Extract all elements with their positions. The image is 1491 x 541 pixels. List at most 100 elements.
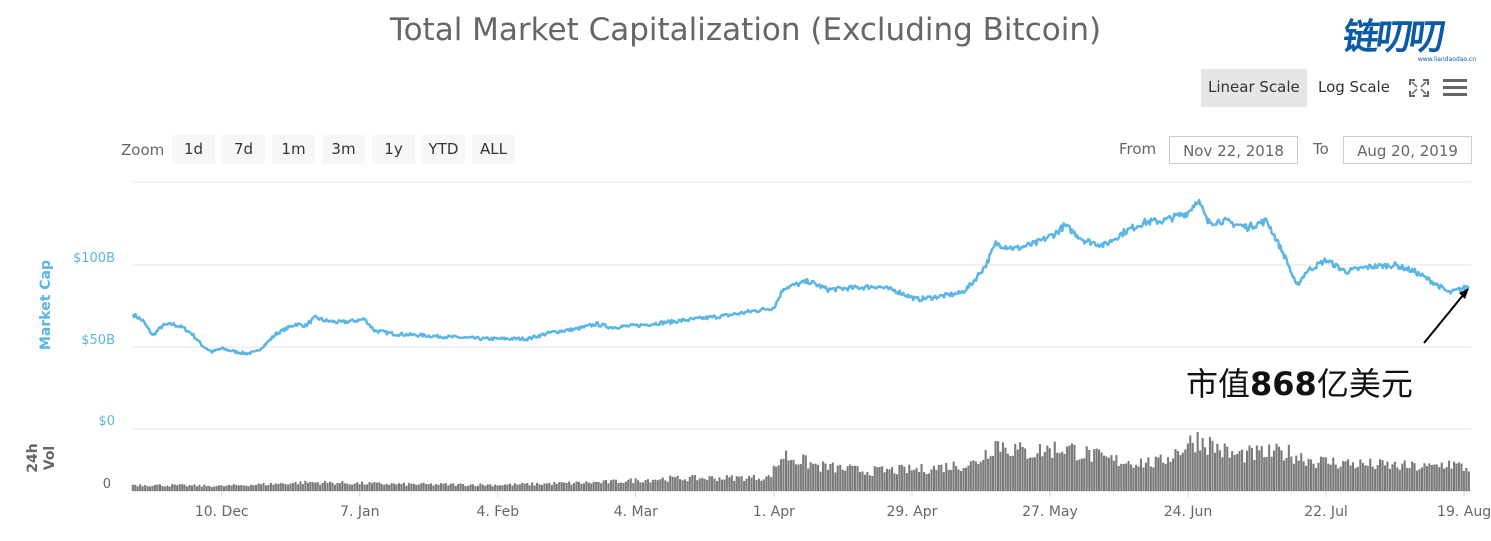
volume-bar [849, 464, 852, 491]
volume-bar [380, 484, 383, 491]
volume-bar [462, 484, 465, 491]
linear-scale-button[interactable]: Linear Scale [1201, 69, 1307, 107]
volume-bar [198, 484, 201, 491]
volume-bar [274, 483, 277, 491]
log-scale-button[interactable]: Log Scale [1318, 78, 1390, 96]
volume-bar [536, 482, 539, 491]
volume-bar [701, 477, 704, 491]
volume-bar [1063, 454, 1066, 491]
volume-bar [1290, 456, 1293, 491]
volume-bar [259, 484, 262, 491]
volume-bar [698, 478, 701, 491]
volume-bar [1073, 444, 1076, 491]
volume-bar [190, 485, 193, 491]
zoom-1m-button[interactable]: 1m [272, 135, 315, 164]
volume-bar [1137, 466, 1140, 491]
volume-bar [1110, 455, 1113, 491]
volume-bar [471, 484, 474, 491]
volume-bar [343, 483, 346, 491]
volume-bar [1164, 463, 1167, 491]
volume-bar [225, 485, 228, 491]
volume-bar [1411, 461, 1414, 491]
zoom-ytd-button[interactable]: YTD [422, 135, 465, 164]
volume-bar [439, 483, 442, 491]
volume-bar [1194, 452, 1197, 491]
volume-bar [390, 483, 393, 491]
volume-bar [590, 483, 593, 491]
brand-logo: 链叨叨 www.liandaodao.cn [1340, 17, 1478, 64]
volume-bar [237, 485, 240, 491]
to-date-input[interactable]: Aug 20, 2019 [1343, 136, 1472, 164]
volume-bar [558, 482, 561, 491]
volume-bar [353, 483, 356, 491]
volume-bar [560, 482, 563, 491]
zoom-1d-button[interactable]: 1d [172, 135, 215, 164]
zoom-7d-button[interactable]: 7d [222, 135, 265, 164]
volume-bar [637, 480, 640, 491]
volume-bar [1327, 463, 1330, 491]
hamburger-menu-icon[interactable] [1443, 78, 1467, 98]
volume-bar [210, 487, 213, 491]
volume-bar [134, 485, 137, 491]
volume-bar [304, 480, 307, 491]
volume-bar [1058, 453, 1061, 491]
volume-bar [797, 464, 800, 491]
volume-bar [720, 479, 723, 491]
volume-bar [1142, 467, 1145, 491]
volume-bar [1105, 456, 1108, 491]
volume-bar [1381, 460, 1384, 491]
volume-bar [1467, 471, 1470, 491]
volume-bar [1041, 456, 1044, 491]
volume-bar [272, 484, 275, 491]
volume-bar [752, 474, 755, 491]
volume-bar [854, 465, 857, 491]
volume-bar [733, 480, 736, 491]
volume-bar [1260, 446, 1263, 491]
volume-bar [748, 475, 751, 491]
volume-bar [1107, 457, 1110, 491]
volume-bar [511, 485, 514, 491]
volume-bar [543, 483, 546, 491]
volume-bar [651, 479, 654, 491]
volume-bar [161, 486, 164, 491]
volume-bar [255, 485, 258, 491]
volume-bar [1078, 459, 1081, 491]
volume-bar [176, 485, 179, 491]
fullscreen-icon[interactable] [1408, 78, 1430, 98]
volume-bar [1206, 454, 1209, 491]
volume-bar [1460, 463, 1463, 491]
volume-bar [977, 464, 980, 491]
volume-bar [186, 486, 189, 491]
volume-bar [989, 456, 992, 491]
volume-bar [1051, 457, 1054, 491]
volume-bar [1083, 458, 1086, 491]
volume-bar [607, 483, 610, 491]
volume-axis-label: 24h [25, 443, 41, 472]
volume-bar [1070, 443, 1073, 491]
volume-bar [1248, 445, 1251, 491]
volume-bar [146, 486, 149, 491]
volume-bar [568, 481, 571, 491]
volume-bar [920, 464, 923, 491]
volume-bar [442, 483, 445, 491]
volume-bar [1359, 459, 1362, 491]
volume-bar [1339, 466, 1342, 491]
volume-bar [422, 482, 425, 491]
volume-bar [755, 480, 758, 491]
volume-bar [240, 485, 243, 491]
volume-bar [163, 486, 166, 491]
volume-bar [891, 467, 894, 491]
volume-bar [1280, 450, 1283, 491]
logo-url: www.liandaodao.cn [1417, 56, 1476, 63]
volume-bar [1046, 445, 1049, 491]
zoom-3m-button[interactable]: 3m [322, 135, 365, 164]
volume-bar [314, 482, 317, 491]
volume-bar [649, 482, 652, 491]
zoom-all-button[interactable]: ALL [472, 135, 515, 164]
volume-bar [1287, 444, 1290, 491]
from-date-input[interactable]: Nov 22, 2018 [1169, 136, 1298, 164]
volume-bar [794, 464, 797, 491]
zoom-1y-button[interactable]: 1y [372, 135, 415, 164]
volume-bar [400, 484, 403, 491]
volume-bar [772, 465, 775, 491]
